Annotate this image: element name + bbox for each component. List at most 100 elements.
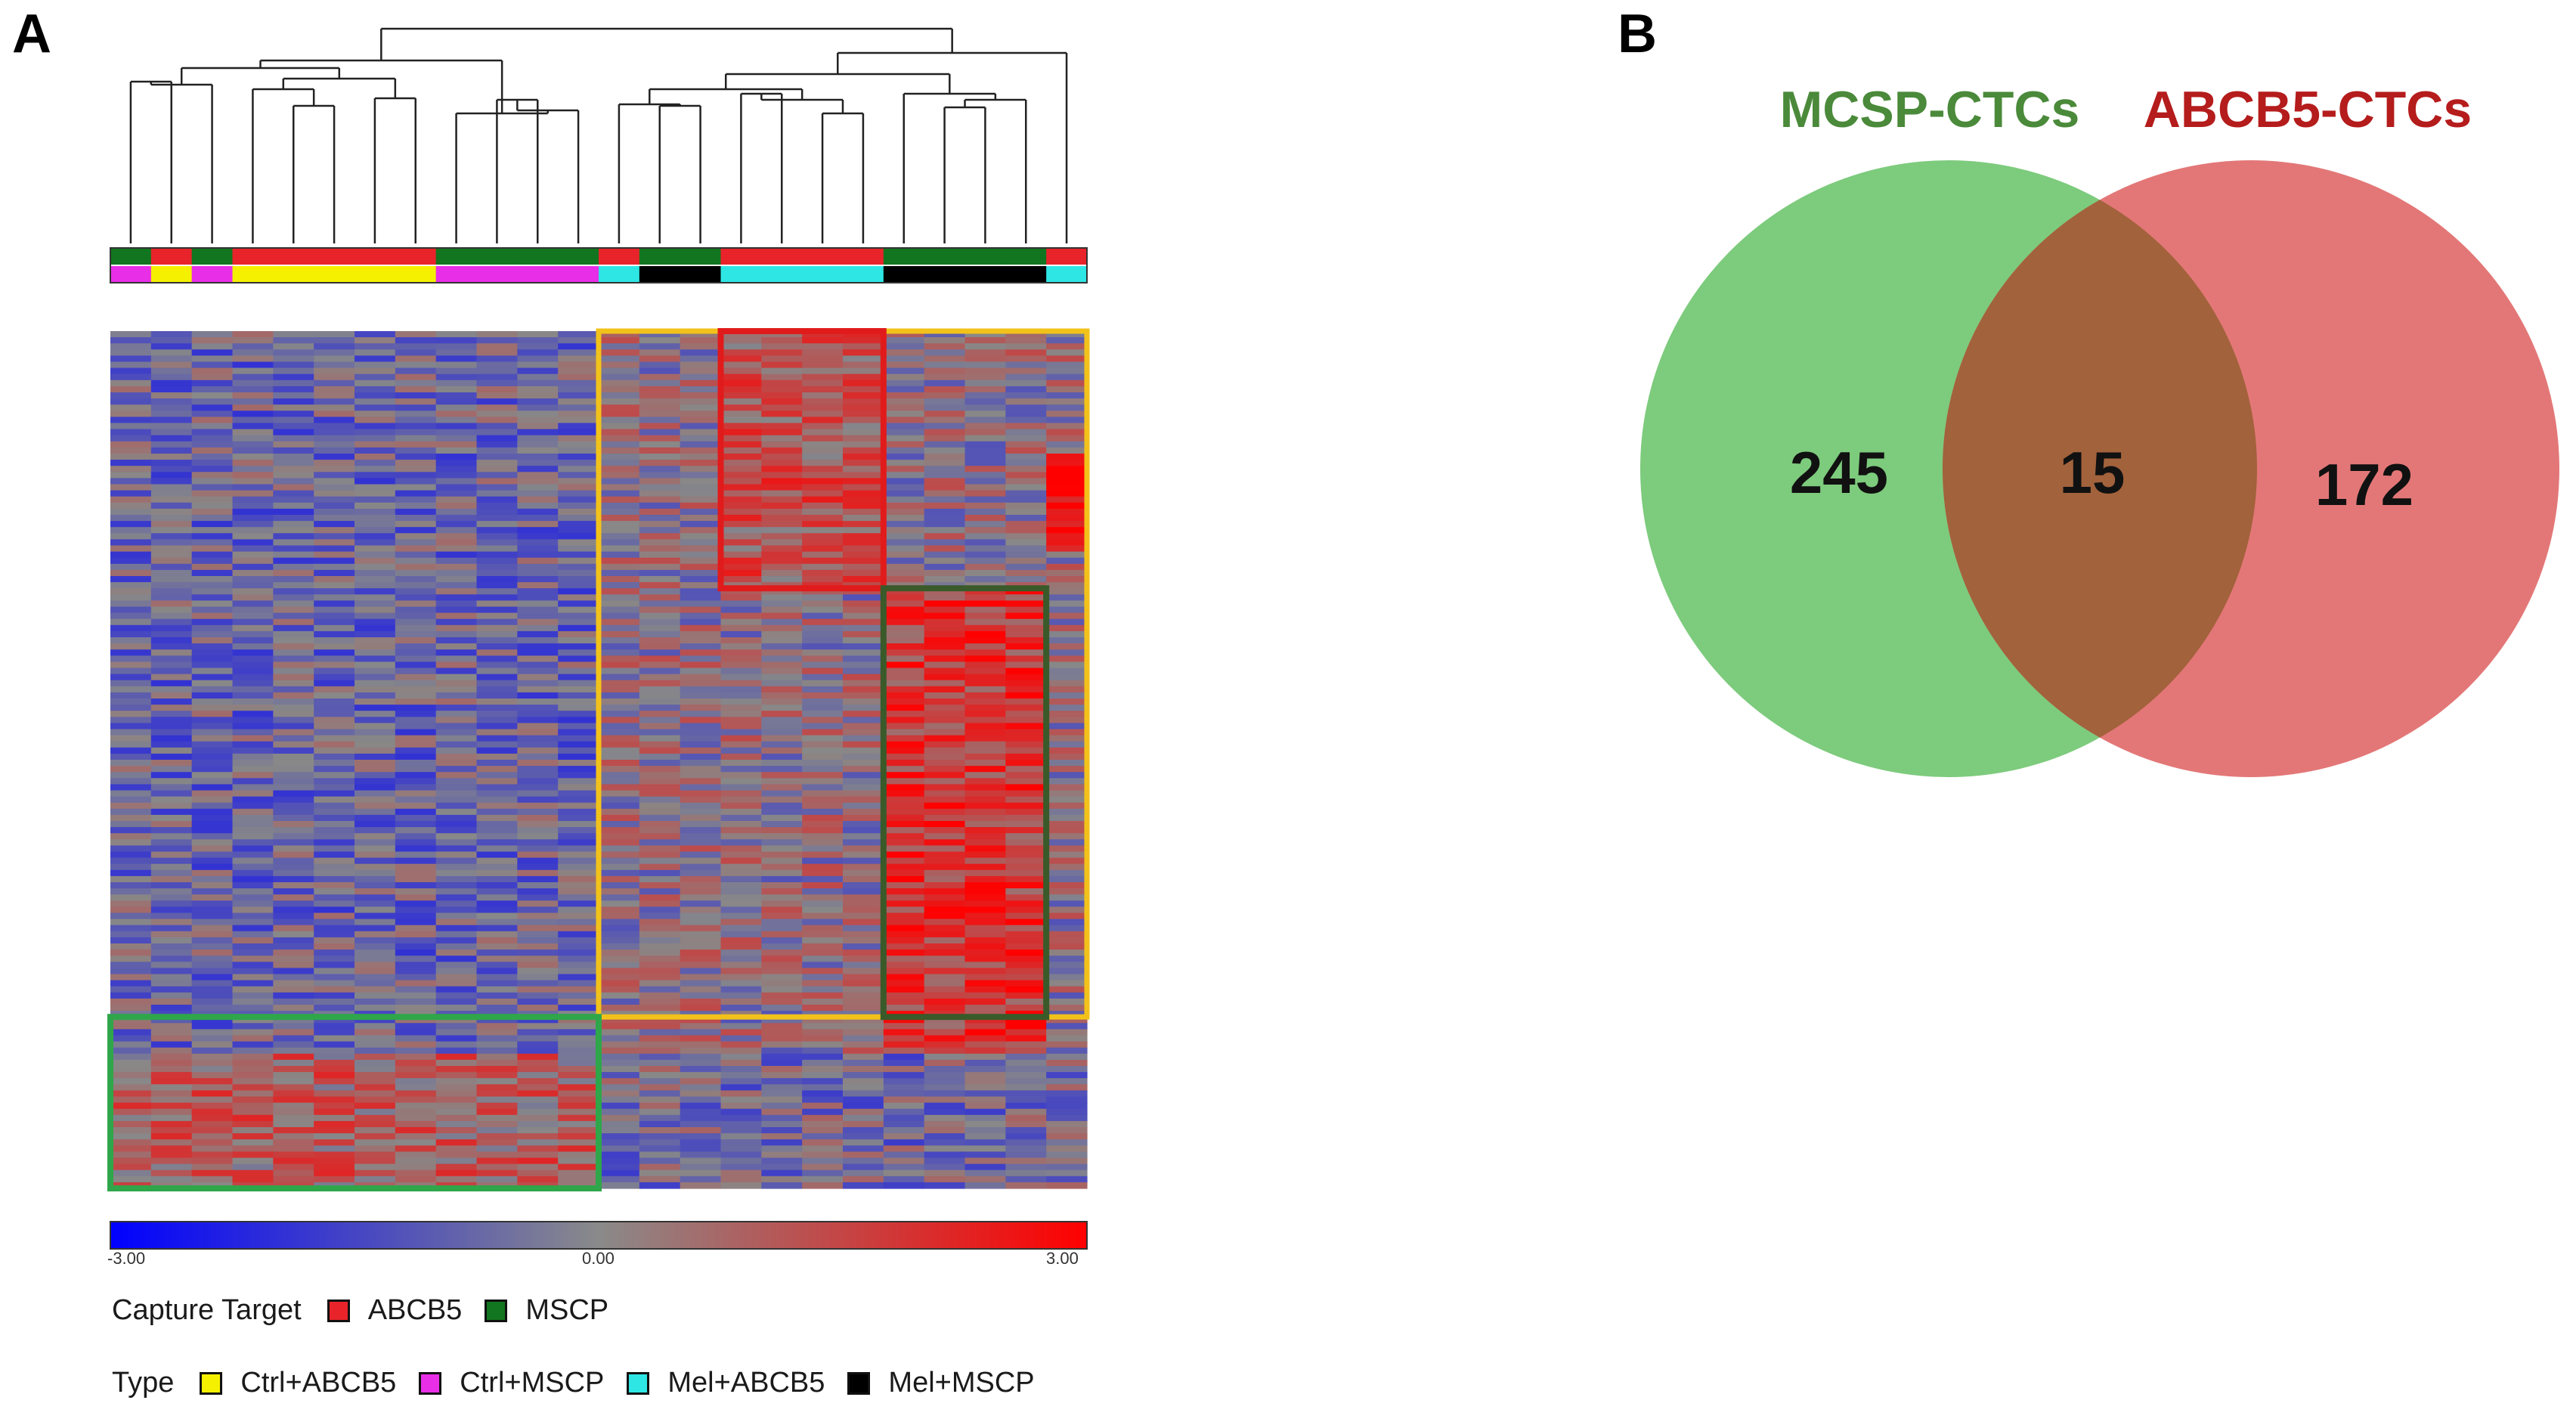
heatmap-cell: [964, 784, 1006, 791]
heatmap-cell: [273, 576, 314, 583]
heatmap-cell: [273, 624, 314, 632]
legend-capture-target: Capture Target ABCB5 MSCP: [112, 1294, 631, 1327]
heatmap-cell: [314, 643, 355, 650]
heatmap-cell: [1005, 974, 1047, 981]
heatmap-cell: [761, 839, 803, 846]
heatmap-cell: [435, 894, 478, 901]
heatmap-cell: [720, 814, 762, 822]
heatmap-cell: [964, 618, 1006, 626]
heatmap-cell: [395, 1059, 437, 1067]
heatmap-cell: [924, 680, 966, 687]
heatmap-cell: [558, 533, 599, 540]
heatmap-cell: [639, 545, 681, 553]
heatmap-cell: [395, 680, 437, 687]
heatmap-cell: [680, 912, 722, 920]
heatmap-cell: [761, 1029, 803, 1036]
heatmap-cell: [110, 668, 152, 675]
heatmap-cell: [964, 447, 1006, 454]
heatmap-cell: [720, 502, 762, 510]
heatmap-cell: [476, 778, 518, 785]
heatmap-cell: [150, 1139, 193, 1146]
heatmap-cell: [355, 521, 396, 528]
heatmap-cell: [110, 386, 152, 393]
heatmap-cell: [680, 717, 722, 723]
heatmap-cell: [720, 379, 762, 387]
heatmap-cell: [395, 435, 437, 442]
heatmap-cell: [191, 888, 234, 895]
venn-count-abcb5: 172: [2315, 451, 2413, 518]
heatmap-cell: [273, 618, 314, 626]
heatmap-cell: [964, 355, 1006, 363]
heatmap-cell: [680, 1029, 722, 1036]
heatmap-cell: [232, 649, 274, 656]
heatmap-cell: [843, 643, 884, 650]
heatmap-cell: [355, 612, 396, 620]
heatmap-cell: [517, 1151, 559, 1159]
heatmap-cell: [924, 723, 966, 730]
heatmap-cell: [355, 766, 396, 773]
heatmap-cell: [639, 606, 681, 614]
heatmap-cell: [1005, 454, 1047, 460]
heatmap-cell: [476, 527, 518, 534]
heatmap-cell: [191, 1053, 234, 1061]
heatmap-cell: [802, 839, 844, 846]
heatmap-cell: [476, 845, 518, 853]
heatmap-cell: [395, 367, 437, 375]
heatmap-cell: [599, 1084, 640, 1091]
heatmap-cell: [680, 711, 722, 717]
heatmap-cell: [883, 980, 925, 987]
heatmap-cell: [355, 1127, 396, 1134]
heatmap-cell: [435, 857, 478, 865]
heatmap-cell: [680, 1011, 722, 1018]
heatmap-cell: [720, 563, 762, 571]
heatmap-cell: [314, 943, 355, 950]
heatmap-cell: [680, 398, 722, 405]
heatmap-cell: [680, 705, 722, 711]
heatmap-cell: [191, 355, 234, 363]
heatmap-cell: [964, 533, 1006, 540]
heatmap-cell: [395, 1078, 437, 1085]
heatmap-cell: [802, 980, 844, 987]
heatmap-cell: [558, 373, 599, 381]
heatmap-cell: [720, 460, 762, 466]
heatmap-cell: [273, 857, 314, 865]
heatmap-cell: [599, 478, 640, 485]
legend-item-mel-abcb5: Mel+ABCB5: [627, 1367, 825, 1399]
heatmap-cell: [517, 1120, 559, 1128]
heatmap-cell: [110, 355, 152, 363]
heatmap-cell: [720, 1176, 762, 1183]
heatmap-cell: [110, 711, 152, 717]
heatmap-cell: [191, 1090, 234, 1098]
heatmap-cell: [517, 1059, 559, 1067]
heatmap-cell: [110, 1163, 152, 1171]
heatmap-cell: [558, 379, 599, 387]
heatmap-cell: [150, 863, 193, 871]
heatmap-cell: [355, 674, 396, 681]
heatmap-cell: [558, 1029, 599, 1036]
heatmap-cell: [924, 778, 966, 785]
heatmap-cell: [720, 778, 762, 785]
heatmap-cell: [314, 962, 355, 968]
heatmap-cell: [599, 699, 640, 705]
heatmap-cell: [232, 980, 274, 987]
heatmap-cell: [599, 472, 640, 479]
heatmap-cell: [843, 441, 884, 448]
heatmap-cell: [924, 1108, 966, 1116]
heatmap-cell: [964, 429, 1006, 436]
heatmap-cell: [1005, 949, 1047, 956]
heatmap-cell: [558, 1139, 599, 1146]
heatmap-cell: [150, 882, 193, 889]
heatmap-cell: [964, 502, 1006, 510]
heatmap-cell: [191, 1139, 234, 1146]
heatmap-cell: [355, 496, 396, 503]
heatmap-cell: [843, 576, 884, 583]
heatmap-cell: [517, 643, 559, 650]
heatmap-cell: [517, 699, 559, 705]
heatmap-cell: [843, 545, 884, 553]
heatmap-cell: [476, 1017, 518, 1024]
heatmap-cell: [395, 784, 437, 791]
heatmap-cell: [680, 833, 722, 840]
heatmap-cell: [476, 680, 518, 687]
heatmap-cell: [843, 778, 884, 785]
heatmap-cell: [150, 1047, 193, 1055]
